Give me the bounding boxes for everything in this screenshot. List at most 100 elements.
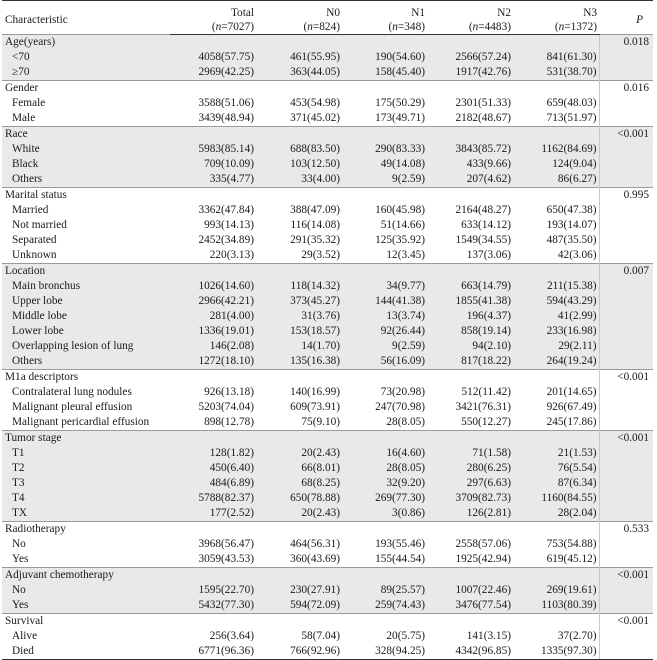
n2-value: 3709(82.73) — [427, 491, 513, 506]
category-label: Separated — [12, 234, 57, 246]
n0-value: 66(8.01) — [256, 461, 342, 476]
table-row: <70 4058(57.75) 461(55.95) 190(54.60) 2566(5… — [2, 50, 653, 65]
empty-cell — [342, 567, 427, 583]
n2-value: 196(4.37) — [427, 309, 513, 324]
empty-cell — [513, 567, 599, 583]
total-value: 220(3.13) — [209, 249, 254, 261]
total-value: 2966(42.21) — [170, 294, 256, 309]
n2-value: 3421(76.31) — [455, 401, 511, 413]
n2-value: 1917(42.76) — [427, 65, 513, 81]
n0-value: 373(45.27) — [256, 294, 342, 309]
table-row: Alive 256(3.64) 58(7.04) 20(5.75) 141(3.15) 3… — [2, 629, 653, 644]
header-total-n: (n=7027) — [170, 20, 256, 35]
category-label: Yes — [2, 598, 170, 614]
table-row: T2 450(6.40) 66(8.01) 28(8.05) 280(6.25) 76(5… — [2, 461, 653, 476]
empty-cell — [256, 369, 342, 385]
table-row: White 5983(85.14) 688(83.50) 290(83.33) 3843… — [2, 142, 653, 157]
group-header-row: Tumor stage <0.001 — [2, 430, 653, 522]
total-value: 335(4.77) — [170, 172, 256, 188]
n3-value: 41(2.99) — [513, 309, 599, 324]
n2-value: 71(1.58) — [427, 446, 513, 461]
n3-value: 233(16.98) — [513, 324, 599, 339]
n2-value: 3843(85.72) — [427, 142, 513, 157]
n3-value: 201(14.65) — [546, 386, 597, 398]
n0-value: 363(44.05) — [256, 65, 342, 81]
n2-value: 2164(48.27) — [455, 204, 511, 216]
n0-value: 453(54.98) — [290, 97, 340, 109]
total-value: 5788(82.37) — [170, 491, 256, 506]
n0-value: 594(72.09) — [256, 598, 342, 614]
total-value: 1026(14.60) — [170, 279, 256, 294]
n1-value: 3(0.86) — [342, 506, 427, 522]
p-value: 0.533 — [598, 521, 653, 568]
n3-value: 594(43.29) — [513, 294, 599, 309]
category-label: No — [2, 583, 170, 598]
n3-value: 1103(80.39) — [513, 598, 599, 614]
n1-value: 13(3.74) — [342, 309, 427, 324]
n3-value: 264(19.24) — [513, 354, 599, 370]
n0-value: 29(3.52) — [301, 249, 340, 261]
empty-cell — [427, 567, 513, 583]
category-label: T2 — [2, 461, 170, 476]
n1-value: 9(2.59) — [342, 339, 427, 354]
empty-cell — [342, 80, 427, 96]
n2-value: 1549(34.55) — [455, 234, 511, 246]
n0-value: 371(45.02) — [290, 112, 340, 124]
group-title: M1a descriptors — [2, 369, 170, 385]
n1-value: 144(41.38) — [342, 294, 427, 309]
empty-cell — [342, 521, 427, 537]
n3-value: 124(9.04) — [513, 157, 599, 172]
n3-value: 713(51.97) — [546, 112, 597, 124]
n0-value: 135(16.38) — [256, 354, 342, 370]
n1-value: 160(45.98) — [375, 204, 425, 216]
n2-value: 2301(51.33) — [455, 97, 511, 109]
header-total: Total — [170, 0, 256, 20]
header-n0-n: (n=824) — [256, 20, 342, 35]
n0-value: 609(73.91) — [290, 401, 340, 413]
empty-cell — [256, 80, 342, 96]
category-label: No — [12, 538, 26, 550]
empty-cell — [513, 126, 599, 142]
header-n2: N2 — [427, 0, 513, 20]
category-label: T4 — [2, 491, 170, 506]
n0-value: 291(35.32) — [290, 234, 340, 246]
n3-value: 1162(84.69) — [513, 142, 599, 157]
empty-cell — [513, 369, 599, 385]
total-value: 3362(47.84) — [198, 204, 254, 216]
n0-value: 388(47.09) — [290, 204, 340, 216]
group-header-row: Gender 0.016 — [2, 80, 653, 127]
p-value: <0.001 — [598, 430, 653, 522]
n0-value: 14(1.70) — [256, 339, 342, 354]
category-label: Black — [2, 157, 170, 172]
n1-value: 34(9.77) — [342, 279, 427, 294]
p-value: <0.001 — [598, 369, 653, 431]
total-value: 4058(57.75) — [170, 50, 256, 65]
total-value: 1595(22.70) — [170, 583, 256, 598]
n3-value: 21(1.53) — [513, 446, 599, 461]
n2-value: 663(14.79) — [427, 279, 513, 294]
n1-value: 193(55.46) — [375, 538, 425, 550]
table-row: ≥70 2969(42.25) 363(44.05) 158(45.40) 1917(4… — [2, 65, 653, 81]
category-label: TX — [2, 506, 170, 522]
category-label: Others — [2, 172, 170, 188]
group-header-row: Radiotherapy 0.533 — [2, 521, 653, 568]
empty-cell — [427, 369, 513, 385]
empty-cell — [342, 613, 427, 629]
total-value: 281(4.00) — [170, 309, 256, 324]
empty-cell — [427, 187, 513, 203]
n0-value: 20(2.43) — [256, 506, 342, 522]
total-value: 1272(18.10) — [170, 354, 256, 370]
category-label: Overlapping lesion of lung — [2, 339, 170, 354]
n1-value: 92(26.44) — [342, 324, 427, 339]
category-label: Lower lobe — [2, 324, 170, 339]
group-title: Radiotherapy — [2, 521, 170, 537]
category-label: Malignant pleural effusion — [12, 401, 133, 413]
table-row: Middle lobe 281(4.00) 31(3.76) 13(3.74) 196(… — [2, 309, 653, 324]
n1-value: 28(8.05) — [386, 416, 425, 428]
table-row: Died 6771(96.36) 766(92.96) 328(94.25) 4342(… — [2, 644, 653, 660]
n1-value: 28(8.05) — [342, 461, 427, 476]
n3-value: 86(6.27) — [513, 172, 599, 188]
group-header-row: Race <0.001 — [2, 126, 653, 188]
n2-value: 126(2.81) — [427, 506, 513, 522]
empty-cell — [170, 263, 256, 279]
